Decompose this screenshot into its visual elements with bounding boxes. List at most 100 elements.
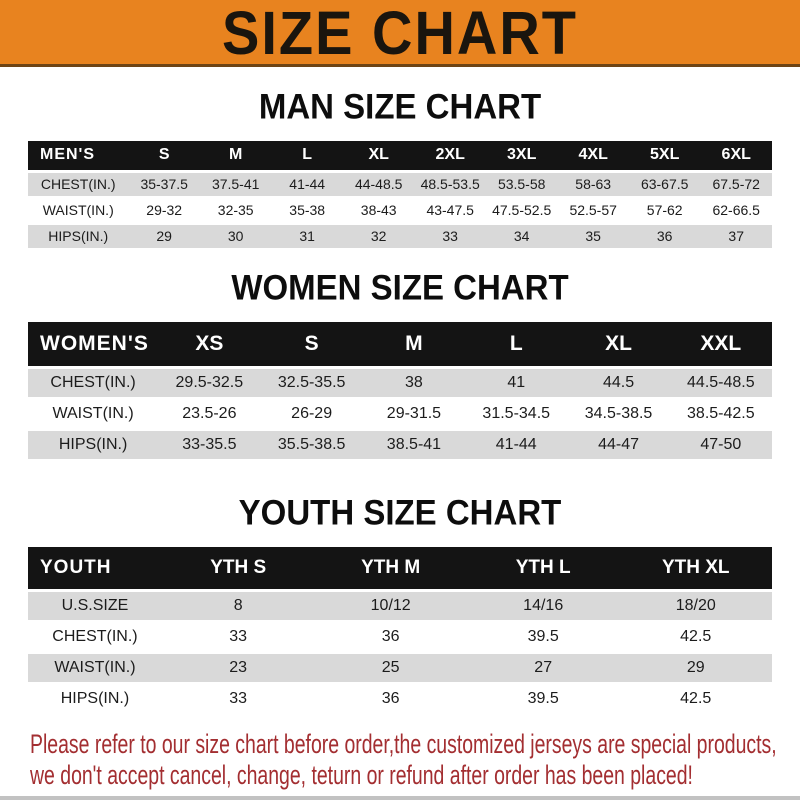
size-cell: 47-50 [669,431,772,460]
youth-hips-row: HIPS(IN.) 33 36 39.5 42.5 [28,684,772,713]
women-chest-row: CHEST(IN.) 29.5-32.5 32.5-35.5 38 41 44.… [28,369,772,398]
size-cell: 41-44 [271,172,343,196]
men-header-row: MEN'S S M L XL 2XL 3XL 4XL 5XL 6XL [28,140,772,170]
size-cell: 42.5 [619,684,772,713]
row-label: HIPS(IN.) [28,684,162,713]
size-cell: 37 [700,224,772,248]
women-size-table: WOMEN'S XS S M L XL XXL CHEST(IN.) 29.5-… [28,319,772,462]
size-cell: 31 [271,224,343,248]
youth-section-heading: YOUTH SIZE CHART [238,493,562,533]
size-cell: 29-31.5 [362,400,466,429]
men-waist-row: WAIST(IN.) 29-32 32-35 35-38 38-43 43-47… [28,198,772,222]
men-table-label: MEN'S [28,140,129,170]
size-cell: 25 [314,653,467,682]
size-cell: 26-29 [260,400,363,429]
size-cell: 39.5 [466,684,620,713]
row-label: CHEST(IN.) [28,172,129,196]
size-cell: 29 [619,653,772,682]
size-cell: 53.5-58 [485,172,558,196]
size-cell: 23 [161,653,315,682]
size-col-header: 6XL [700,140,772,170]
size-cell: 23.5-26 [158,400,261,429]
size-col-header: 3XL [485,140,558,170]
row-label: CHEST(IN.) [28,369,159,398]
row-label: WAIST(IN.) [28,400,159,429]
row-label: WAIST(IN.) [28,653,162,682]
size-col-header: XS [158,322,261,367]
size-cell: 38.5-41 [362,431,466,460]
size-cell: 29 [128,224,200,248]
size-cell: 38.5-42.5 [669,400,772,429]
bottom-divider [0,795,800,800]
disclaimer-line-2: we don't accept cancel, change, teturn o… [30,759,693,790]
men-chest-row: CHEST(IN.) 35-37.5 37.5-41 41-44 44-48.5… [28,172,772,196]
size-cell: 14/16 [466,591,620,620]
size-cell: 44.5-48.5 [669,369,772,398]
size-cell: 63-67.5 [628,172,701,196]
size-cell: 44.5 [567,369,670,398]
size-cell: 33 [414,224,486,248]
size-cell: 34.5-38.5 [567,400,670,429]
youth-ussize-row: U.S.SIZE 8 10/12 14/16 18/20 [28,591,772,620]
size-cell: 10/12 [314,591,467,620]
size-cell: 43-47.5 [414,198,486,222]
size-cell: 35-38 [271,198,343,222]
size-col-header: YTH L [466,546,620,589]
women-hips-row: HIPS(IN.) 33-35.5 35.5-38.5 38.5-41 41-4… [28,431,772,460]
size-cell: 44-48.5 [342,172,415,196]
size-col-header: S [260,322,363,367]
women-header-row: WOMEN'S XS S M L XL XXL [28,322,772,367]
size-cell: 44-47 [567,431,670,460]
size-cell: 36 [314,684,467,713]
disclaimer: Please refer to our size chart before or… [30,729,800,791]
youth-waist-row: WAIST(IN.) 23 25 27 29 [28,653,772,682]
row-label: U.S.SIZE [28,591,162,620]
men-size-table: MEN'S S M L XL 2XL 3XL 4XL 5XL 6XL CHEST… [28,138,772,251]
row-label: CHEST(IN.) [28,622,162,651]
row-label: HIPS(IN.) [28,431,159,460]
size-cell: 33-35.5 [158,431,261,460]
youth-table-label: YOUTH [28,546,162,589]
row-label: HIPS(IN.) [28,224,129,248]
size-cell: 29.5-32.5 [158,369,261,398]
size-col-header: XL [567,322,670,367]
size-col-header: YTH S [161,546,315,589]
size-cell: 34 [485,224,558,248]
size-col-header: 4XL [557,140,629,170]
banner: SIZE CHART [0,0,800,67]
men-section-heading: MAN SIZE CHART [258,86,542,127]
size-cell: 32.5-35.5 [260,369,363,398]
size-cell: 29-32 [128,198,200,222]
youth-size-table: YOUTH YTH S YTH M YTH L YTH XL U.S.SIZE … [28,544,772,716]
size-cell: 35.5-38.5 [260,431,363,460]
size-cell: 52.5-57 [557,198,629,222]
size-cell: 30 [199,224,272,248]
size-cell: 36 [628,224,701,248]
disclaimer-line-1: Please refer to our size chart before or… [30,728,777,759]
size-cell: 57-62 [628,198,701,222]
youth-header-row: YOUTH YTH S YTH M YTH L YTH XL [28,546,772,589]
size-cell: 35 [557,224,629,248]
size-col-header: XL [342,140,415,170]
women-waist-row: WAIST(IN.) 23.5-26 26-29 29-31.5 31.5-34… [28,400,772,429]
size-col-header: L [465,322,568,367]
size-col-header: S [128,140,200,170]
size-cell: 38-43 [342,198,415,222]
size-cell: 47.5-52.5 [485,198,558,222]
size-col-header: 2XL [414,140,486,170]
women-table-label: WOMEN'S [28,322,159,367]
women-section-heading: WOMEN SIZE CHART [231,267,569,307]
size-cell: 38 [362,369,466,398]
youth-chest-row: CHEST(IN.) 33 36 39.5 42.5 [28,622,772,651]
size-cell: 41 [465,369,568,398]
size-col-header: YTH XL [619,546,772,589]
size-col-header: M [199,140,272,170]
size-cell: 18/20 [619,591,772,620]
size-cell: 32-35 [199,198,272,222]
size-cell: 41-44 [465,431,568,460]
size-cell: 62-66.5 [700,198,772,222]
size-cell: 37.5-41 [199,172,272,196]
size-col-header: YTH M [314,546,467,589]
size-col-header: M [362,322,466,367]
